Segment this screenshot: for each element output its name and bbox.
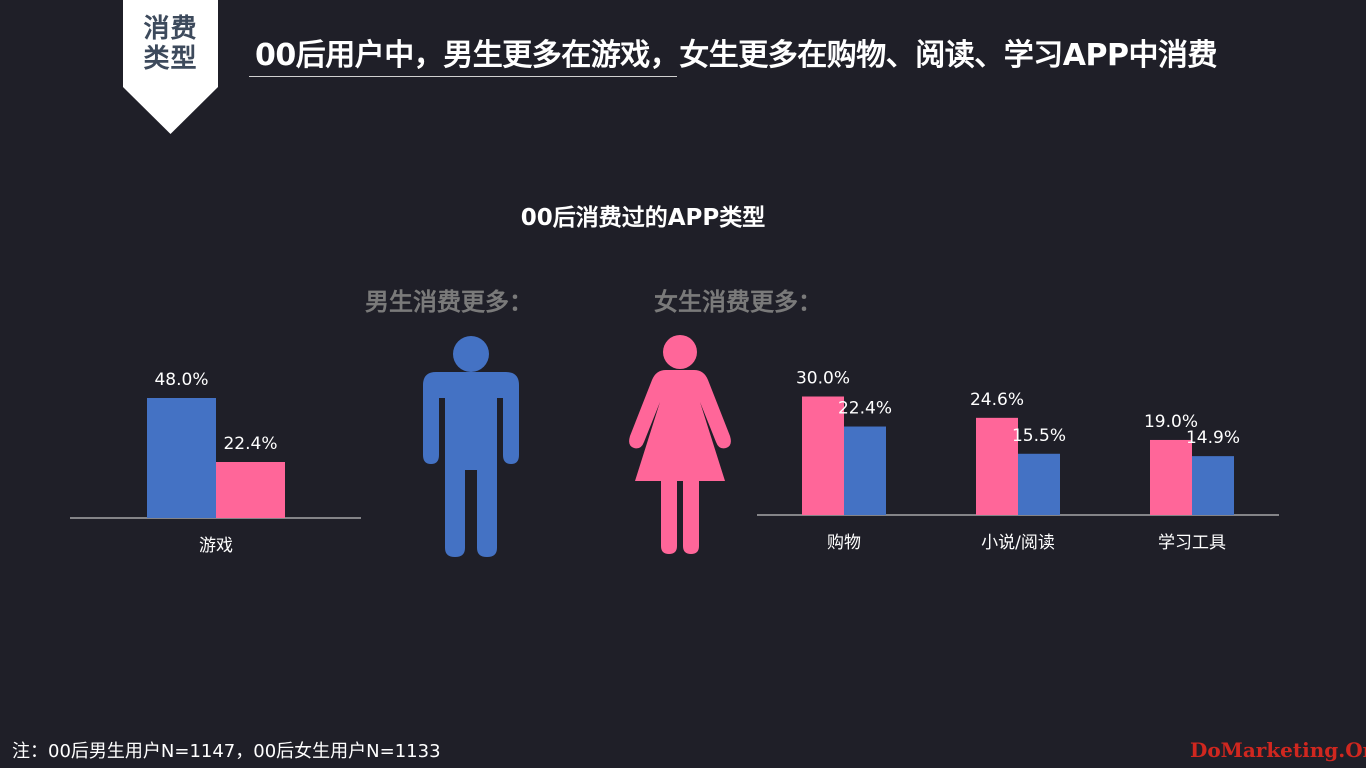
tag-line-1: 消费 bbox=[143, 14, 198, 44]
female-chart-bar bbox=[1018, 453, 1060, 515]
female-chart-bar bbox=[1150, 439, 1192, 515]
female-chart-category-label: 购物 bbox=[827, 533, 861, 553]
female-chart-data-label: 19.0% bbox=[1144, 412, 1198, 432]
male-chart-data-label: 48.0% bbox=[154, 370, 208, 390]
female-chart-bar bbox=[802, 396, 844, 515]
watermark: DoMarketing.Org bbox=[1190, 738, 1366, 762]
female-chart-category-label: 小说/阅读 bbox=[981, 533, 1055, 553]
female-chart-bar bbox=[976, 417, 1018, 515]
female-chart-bar bbox=[844, 426, 886, 515]
male-group-label: 男生消费更多： bbox=[365, 288, 533, 316]
female-chart-data-label: 24.6% bbox=[970, 390, 1024, 410]
chart-title: 00后消费过的APP类型 bbox=[520, 205, 766, 231]
female-chart-data-label: 22.4% bbox=[838, 399, 892, 419]
female-chart-bar bbox=[1192, 456, 1234, 515]
female-chart-data-label: 30.0% bbox=[796, 369, 850, 389]
male-chart-bar bbox=[147, 398, 216, 518]
female-figure-icon bbox=[629, 335, 731, 554]
female-chart-category-label: 学习工具 bbox=[1158, 533, 1226, 553]
headline-underline bbox=[249, 76, 677, 77]
male-chart-data-label: 22.4% bbox=[223, 434, 277, 454]
male-chart-bar bbox=[216, 462, 285, 518]
tag-ribbon-shape bbox=[123, 0, 218, 134]
female-group-label: 女生消费更多： bbox=[654, 288, 822, 316]
category-tag: 消费 类型 bbox=[123, 0, 218, 134]
female-chart-data-label: 15.5% bbox=[1012, 426, 1066, 446]
male-figure-icon bbox=[423, 336, 519, 557]
tag-text: 消费 类型 bbox=[123, 14, 218, 74]
footnote: 注：00后男生用户N=1147，00后女生用户N=1133 bbox=[12, 741, 441, 762]
male-chart-category-label: 游戏 bbox=[199, 536, 233, 556]
female-chart-data-label: 14.9% bbox=[1186, 428, 1240, 448]
headline: 00后用户中，男生更多在游戏，女生更多在购物、阅读、学习APP中消费 bbox=[255, 38, 1217, 73]
tag-line-2: 类型 bbox=[143, 44, 198, 74]
